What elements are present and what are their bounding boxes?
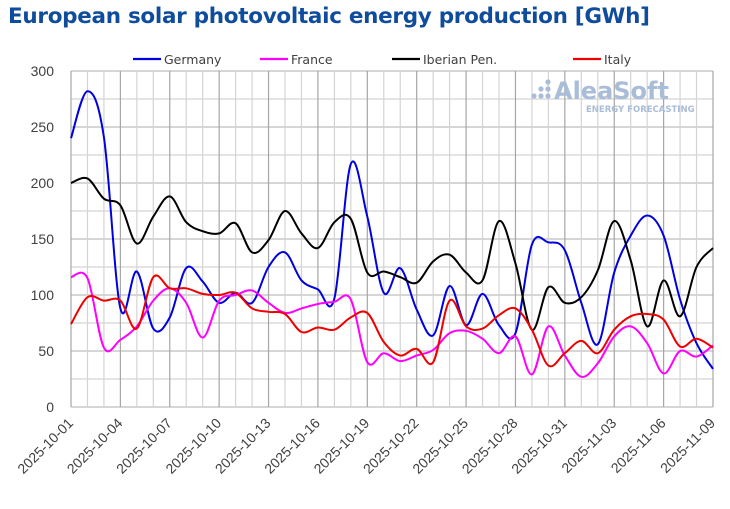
legend-item-iberian-pen: Iberian Pen. [392,52,497,67]
legend: Germany France Iberian Pen. Italy [133,52,632,67]
legend-label: Italy [604,52,632,67]
y-tick-label: 0 [46,399,54,415]
y-tick-label: 150 [31,231,55,247]
series-line-italy [70,274,714,368]
legend-item-france: France [260,52,333,67]
series-lines [70,90,714,378]
series-line-iberian-pen [70,176,714,331]
chart-title: European solar photovoltaic energy produ… [8,4,650,29]
series-line-france [70,271,714,378]
aleasoft-watermark: AleaSoft ENERGY FORECASTING [531,77,695,115]
watermark-brand: AleaSoft [554,77,669,105]
y-tick-label: 100 [31,287,55,303]
x-axis: 2025-10-012025-10-042025-10-072025-10-10… [14,415,718,477]
y-tick-label: 200 [31,175,55,191]
y-tick-label: 50 [38,343,54,359]
legend-label: Iberian Pen. [423,52,497,67]
y-tick-label: 250 [31,119,55,135]
y-axis: 0 50 100 150 200 250 300 [31,63,55,415]
legend-item-germany: Germany [133,52,222,67]
legend-label: Germany [164,52,222,67]
watermark-tagline: ENERGY FORECASTING [586,105,695,115]
series-line-germany [70,90,714,370]
y-tick-label: 300 [31,63,55,79]
legend-item-italy: Italy [573,52,632,67]
aleasoft-logo-icon [531,79,551,99]
legend-label: France [291,52,333,67]
